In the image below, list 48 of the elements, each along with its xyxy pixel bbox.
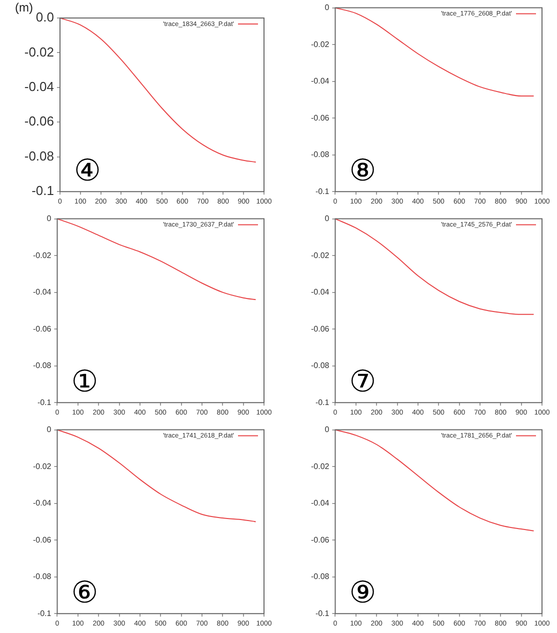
y-tick-label: -0.08 bbox=[311, 150, 330, 160]
y-tick-label: -0.08 bbox=[24, 148, 54, 164]
y-tick-label: -0.04 bbox=[33, 288, 52, 297]
y-tick-label: 0 bbox=[324, 3, 330, 12]
y-tick-label: -0.02 bbox=[311, 40, 330, 49]
y-tick-label: -0.02 bbox=[24, 44, 54, 60]
y-tick-label: -0.06 bbox=[24, 114, 54, 129]
y-tick-label: -0.02 bbox=[311, 250, 330, 260]
y-tick-label: -0.08 bbox=[311, 572, 330, 582]
y-tick-label: -0.06 bbox=[311, 324, 330, 334]
y-tick-label: -0.04 bbox=[311, 498, 330, 508]
y-axis-title: (m) bbox=[15, 0, 33, 14]
y-tick-label: -0.04 bbox=[24, 79, 54, 94]
y-tick-label: -0.02 bbox=[33, 462, 52, 471]
y-tick-label: -0.06 bbox=[311, 535, 330, 544]
y-tick-label: -0.02 bbox=[33, 250, 52, 260]
y-tick-label: -0.1 bbox=[32, 183, 54, 198]
y-tick-label: 0 bbox=[324, 214, 330, 224]
y-tick-label: -0.1 bbox=[37, 608, 52, 618]
y-tick-label: 0 bbox=[46, 214, 52, 224]
y-tick-label: -0.04 bbox=[311, 76, 330, 86]
y-tick-label: -0.1 bbox=[315, 608, 330, 618]
annotation: ⑥ bbox=[71, 575, 98, 610]
y-tick-label: -0.08 bbox=[33, 572, 52, 582]
y-tick-label: -0.1 bbox=[315, 186, 330, 196]
line-series bbox=[57, 218, 256, 300]
line-series bbox=[335, 430, 534, 532]
y-tick-label: 0 bbox=[324, 425, 330, 434]
y-tick-label: -0.08 bbox=[33, 361, 52, 370]
y-tick-label: 0 bbox=[46, 425, 52, 434]
line-series bbox=[335, 218, 534, 315]
annotation: ⑧ bbox=[349, 153, 376, 188]
line-series bbox=[57, 430, 256, 522]
annotation: ④ bbox=[74, 153, 101, 188]
y-tick-label: -0.06 bbox=[33, 324, 52, 334]
y-tick-label: -0.06 bbox=[33, 535, 52, 544]
y-tick-label: -0.06 bbox=[311, 113, 330, 122]
annotation: ① bbox=[71, 364, 98, 400]
line-series bbox=[335, 8, 534, 97]
y-tick-label: -0.04 bbox=[33, 498, 52, 508]
y-tick-label: -0.02 bbox=[311, 462, 330, 471]
y-tick-label: -0.1 bbox=[37, 398, 52, 407]
y-tick-label: -0.08 bbox=[311, 361, 330, 370]
annotation: ⑦ bbox=[349, 364, 376, 400]
annotation: ⑨ bbox=[349, 575, 376, 610]
y-tick-label: -0.04 bbox=[311, 288, 330, 297]
y-tick-label: 0.0 bbox=[36, 10, 54, 25]
y-tick-label: -0.1 bbox=[315, 398, 330, 407]
